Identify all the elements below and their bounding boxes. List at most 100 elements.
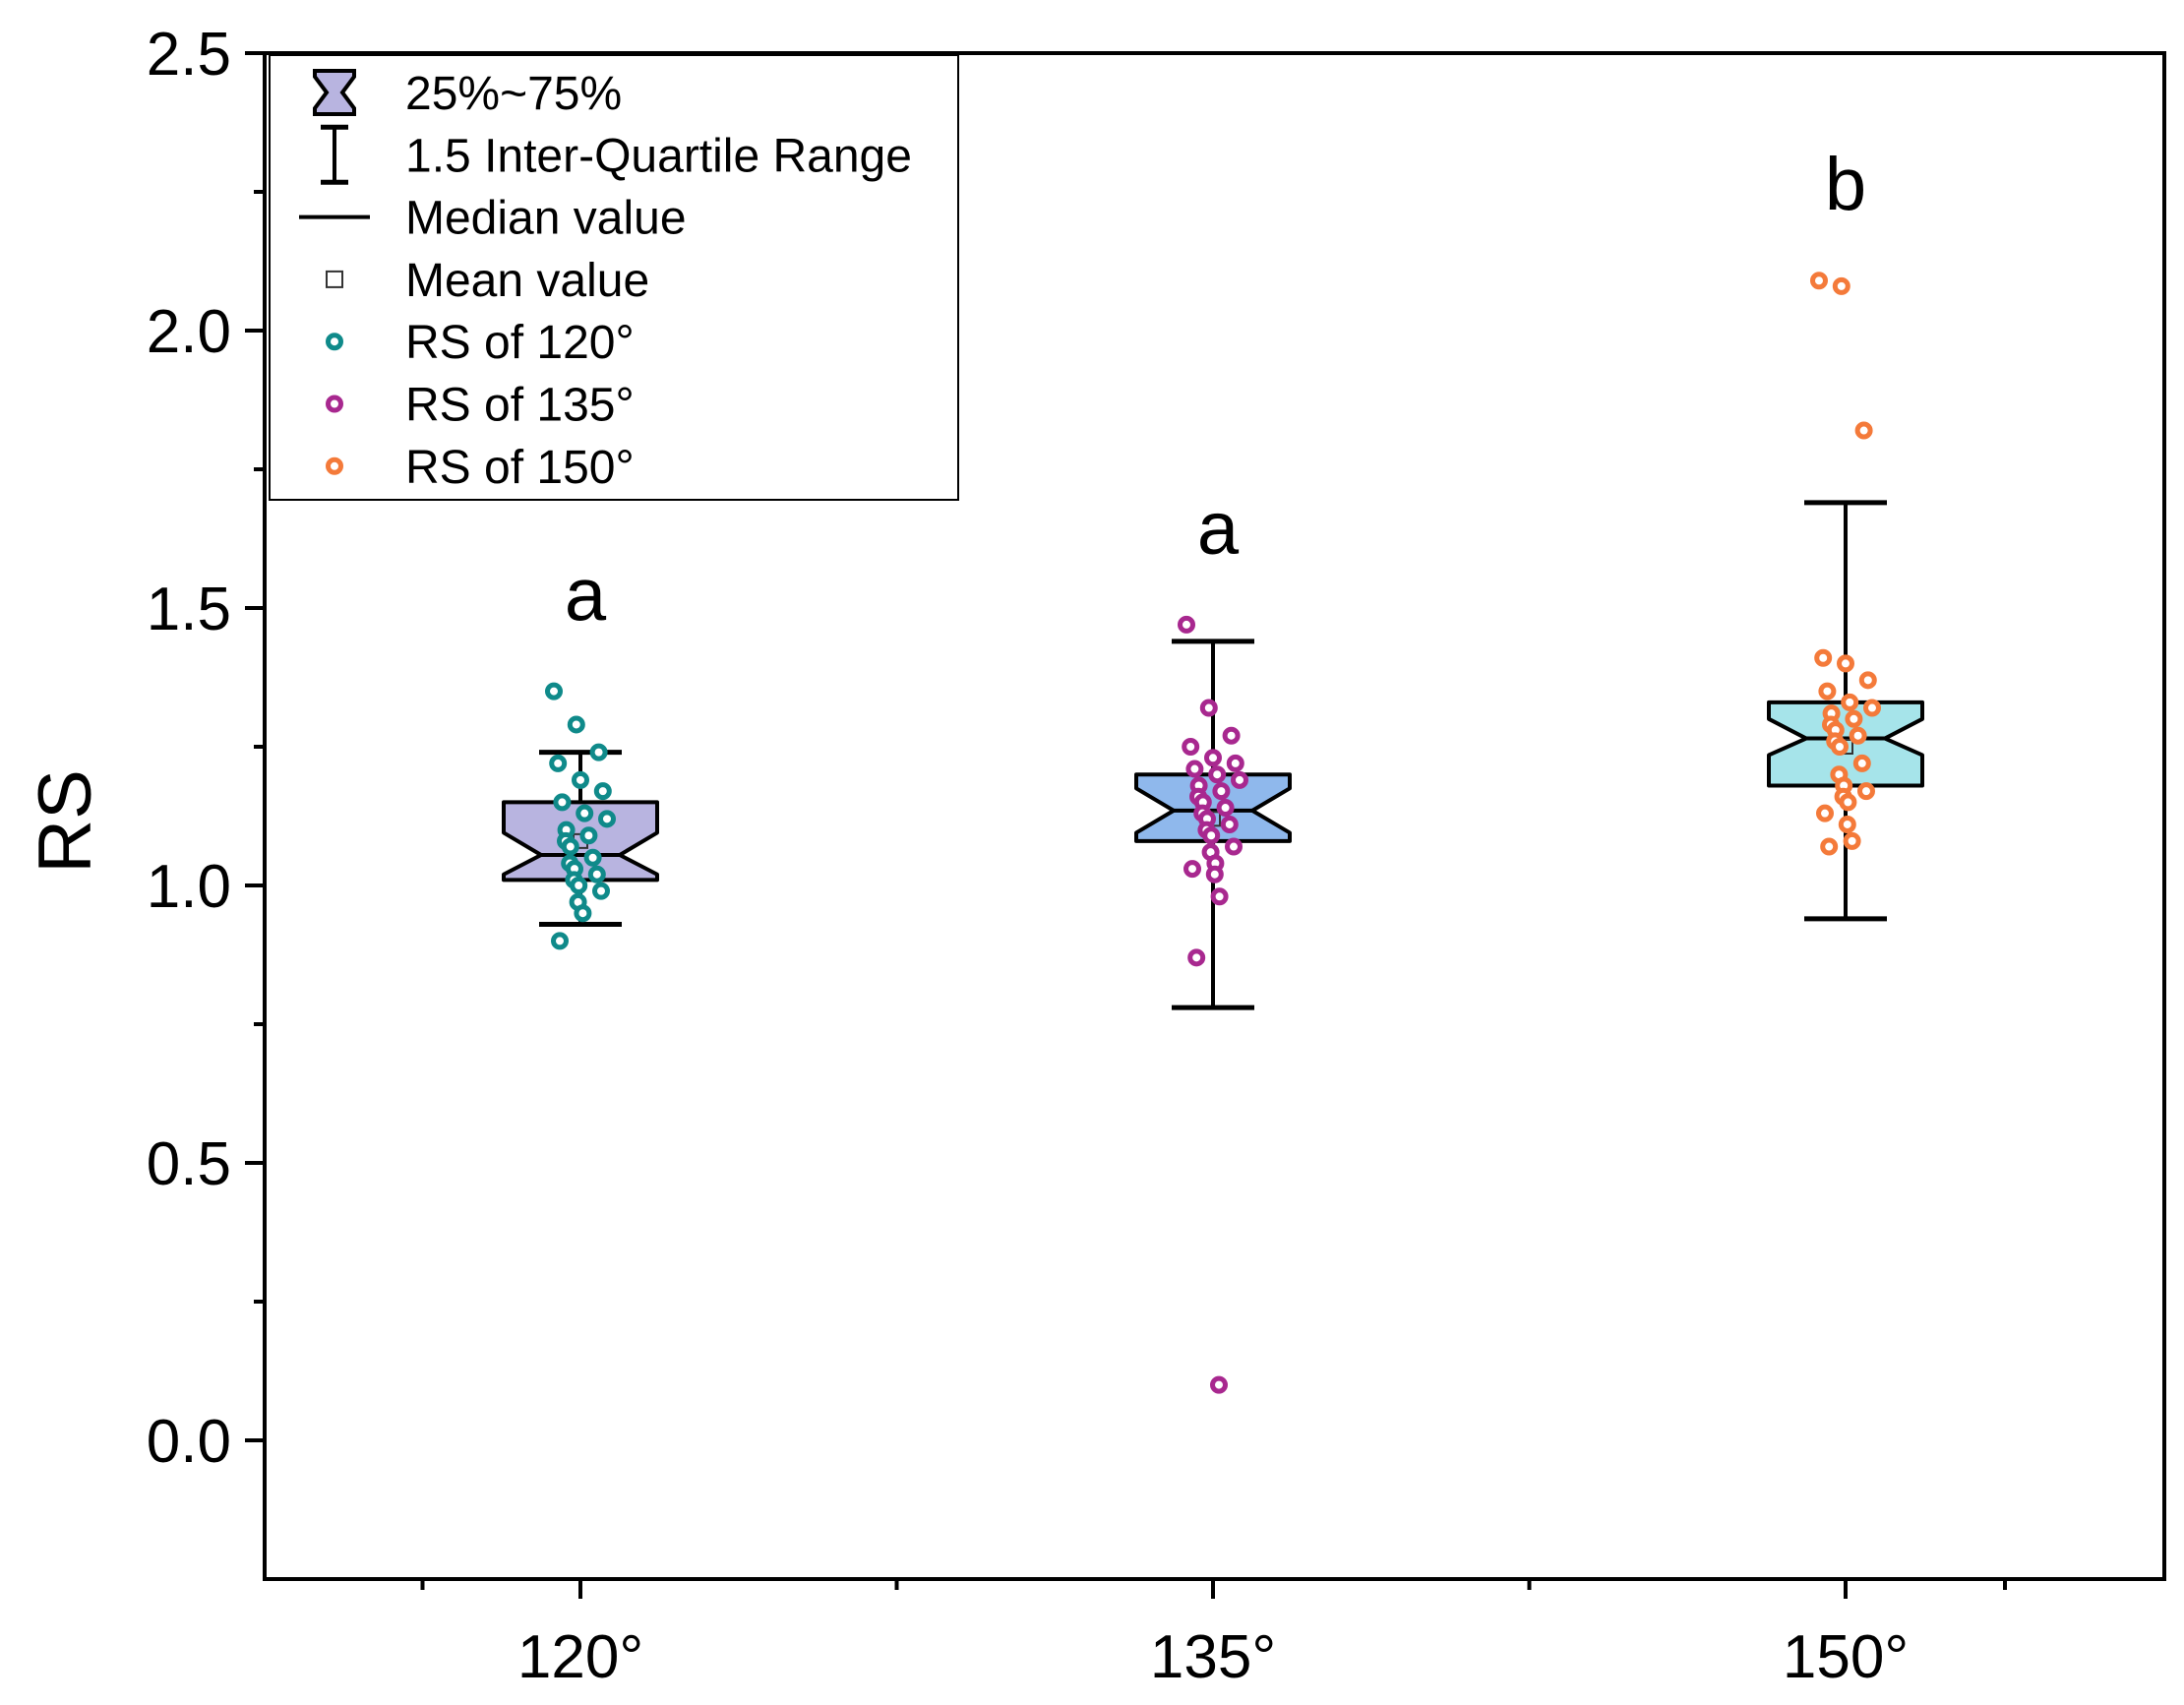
data-point — [592, 882, 610, 900]
x-tick-label: 135° — [1150, 1623, 1276, 1691]
data-point — [1838, 815, 1856, 833]
data-point — [576, 804, 594, 822]
legend-notched-box-icon — [313, 69, 356, 116]
data-point — [1841, 693, 1859, 711]
data-point — [1814, 648, 1833, 667]
y-tick-label: 0.5 — [147, 1130, 231, 1198]
data-point — [1216, 799, 1235, 818]
legend-circle-icon — [326, 457, 343, 475]
points-1 — [545, 682, 616, 950]
legend-mean-square-icon — [326, 270, 343, 288]
legend-item: Median value — [299, 193, 687, 245]
data-point — [1849, 726, 1867, 745]
data-point — [1222, 726, 1241, 745]
legend-label: Median value — [405, 193, 687, 245]
data-point — [587, 865, 606, 883]
data-point — [1187, 948, 1206, 967]
data-point — [1816, 804, 1834, 822]
points-2 — [1178, 615, 1248, 1394]
y-tick-label: 2.0 — [147, 298, 231, 366]
data-point — [583, 848, 602, 867]
legend-item: RS of 135° — [326, 380, 635, 432]
legend-label: Mean value — [405, 255, 649, 307]
data-point — [593, 782, 612, 801]
data-point — [570, 877, 588, 894]
significance-letter: a — [565, 554, 607, 638]
y-axis-title: RS — [24, 769, 107, 874]
y-axis: 0.0 0.5 1.0 1.5 2.0 2.5 — [147, 21, 265, 1476]
data-point — [1185, 760, 1204, 778]
y-tick-label: 2.5 — [147, 21, 231, 89]
data-point — [579, 826, 598, 845]
legend-label: 25%~75% — [405, 68, 622, 120]
data-point — [1225, 837, 1243, 856]
data-point — [551, 932, 569, 950]
data-point — [1837, 654, 1854, 673]
data-point — [561, 837, 579, 856]
data-point — [1843, 831, 1861, 850]
box-2: a — [1134, 487, 1292, 1010]
y-tick-label: 1.5 — [147, 576, 231, 643]
data-point — [567, 715, 585, 734]
data-point — [1852, 754, 1871, 772]
data-point — [1205, 865, 1224, 883]
data-point — [1212, 782, 1231, 801]
legend-item: Mean value — [326, 255, 649, 307]
y-tick-label: 1.0 — [147, 853, 231, 921]
data-point — [1182, 738, 1200, 756]
data-point — [1820, 837, 1839, 856]
data-point — [1854, 421, 1873, 440]
data-point — [1231, 770, 1248, 789]
data-point — [1863, 699, 1881, 717]
data-point — [1204, 749, 1222, 767]
points-layer — [545, 272, 1881, 1394]
data-point — [1210, 1375, 1228, 1394]
points-3 — [1810, 272, 1881, 856]
data-point — [1202, 826, 1221, 845]
data-point — [572, 770, 589, 789]
data-point — [1858, 671, 1877, 690]
legend-circle-icon — [326, 395, 343, 413]
legend-item: 1.5 Inter-Quartile Range — [321, 124, 912, 185]
legend-item: 25%~75% — [313, 68, 622, 120]
data-point — [553, 793, 572, 812]
box-layer: a a b — [502, 143, 1924, 1010]
data-point — [1810, 272, 1828, 290]
data-point — [1178, 615, 1195, 634]
data-point — [1845, 709, 1863, 728]
notched-box — [1134, 772, 1292, 843]
y-tick-label: 0.0 — [147, 1408, 231, 1476]
data-point — [598, 810, 616, 828]
data-point — [1857, 782, 1875, 801]
legend-item: RS of 150° — [326, 442, 635, 494]
data-point — [1839, 793, 1857, 812]
legend-label: RS of 135° — [405, 380, 635, 432]
legend-frame — [269, 54, 959, 501]
data-point — [1208, 765, 1227, 784]
data-point — [1220, 815, 1239, 833]
legend-label: RS of 150° — [405, 442, 635, 494]
data-point — [1226, 754, 1244, 772]
significance-letter: a — [1197, 487, 1240, 571]
x-axis: 120° 135° 150° — [420, 1579, 2007, 1691]
data-point — [1199, 699, 1218, 717]
notched-box — [502, 800, 659, 883]
legend-label: 1.5 Inter-Quartile Range — [405, 130, 912, 182]
legend-label: RS of 120° — [405, 317, 635, 369]
data-point — [1818, 682, 1837, 700]
data-point — [1831, 738, 1849, 756]
data-point — [574, 904, 592, 923]
data-point — [589, 743, 608, 761]
x-tick-label: 120° — [517, 1623, 643, 1691]
data-point — [545, 682, 563, 700]
data-point — [1832, 276, 1850, 295]
legend: 25%~75% 1.5 Inter-Quartile Range Median va… — [269, 54, 959, 501]
data-point — [1183, 860, 1201, 879]
legend-circle-icon — [326, 333, 343, 351]
box-1: a — [502, 554, 659, 927]
x-tick-label: 150° — [1783, 1623, 1909, 1691]
significance-letter: b — [1825, 143, 1866, 226]
data-point — [549, 754, 568, 772]
data-point — [1210, 887, 1229, 906]
